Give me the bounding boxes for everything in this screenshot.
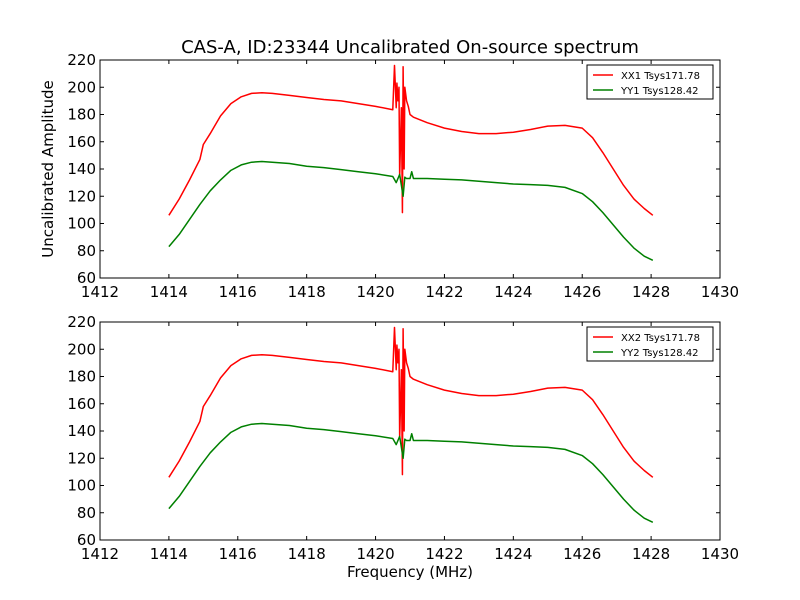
x-tick-label: 1420 — [356, 283, 394, 301]
x-tick-label: 1424 — [494, 545, 532, 563]
panels-layer: 1412 1414 1416 1418 1420 1422 1424 1426 1428 1430… — [67, 51, 739, 563]
x-tick-label: 1422 — [425, 283, 463, 301]
panel-1: 1412 1414 1416 1418 1420 1422 1424 1426 1428 1430… — [67, 51, 739, 301]
series-line-yy1 — [168, 160, 654, 261]
legend-box — [586, 64, 714, 100]
y-tick-label: 140 — [67, 422, 96, 440]
y-tick-label: 120 — [67, 449, 96, 467]
y-tick-label: 60 — [77, 531, 96, 549]
y-tick-label: 60 — [77, 269, 96, 287]
x-tick-label: 1418 — [288, 283, 326, 301]
x-tick-label: 1416 — [219, 283, 257, 301]
series-line-xx2 — [168, 326, 654, 478]
y-axis-label: Uncalibrated Amplitude — [39, 80, 57, 257]
x-tick-label: 1418 — [288, 545, 326, 563]
y-tick-label: 180 — [67, 106, 96, 124]
y-tick-label: 200 — [67, 78, 96, 96]
y-tick-label: 120 — [67, 187, 96, 205]
x-tick-label: 1416 — [219, 545, 257, 563]
legend-entry: YY1 Tsys128.42 — [620, 86, 699, 97]
y-tick-label: 160 — [67, 395, 96, 413]
y-tick-label: 160 — [67, 133, 96, 151]
x-tick-label: 1426 — [563, 545, 601, 563]
x-axis-label: Frequency (MHz) — [347, 563, 473, 581]
legend-entry: XX2 Tsys171.78 — [621, 333, 700, 344]
series-line-xx1 — [168, 64, 654, 216]
x-tick-label: 1422 — [425, 545, 463, 563]
y-tick-label: 140 — [67, 160, 96, 178]
legend-entry: YY2 Tsys128.42 — [620, 348, 699, 359]
x-tick-label: 1414 — [150, 283, 188, 301]
y-tick-label: 80 — [77, 504, 96, 522]
chart-title: CAS-A, ID:23344 Uncalibrated On-source s… — [181, 37, 639, 58]
y-tick-label: 80 — [77, 242, 96, 260]
legend: XX2 Tsys171.78 YY2 Tsys128.42 — [586, 326, 714, 362]
y-tick-label: 100 — [67, 477, 96, 495]
panel-2: 1412 1414 1416 1418 1420 1422 1424 1426 1428 1430… — [67, 313, 739, 563]
x-tick-label: 1426 — [563, 283, 601, 301]
x-tick-label: 1428 — [632, 283, 670, 301]
legend: XX1 Tsys171.78 YY1 Tsys128.42 — [586, 64, 714, 100]
y-tick-label: 180 — [67, 368, 96, 386]
legend-box — [586, 326, 714, 362]
y-tick-label: 200 — [67, 340, 96, 358]
x-tick-label: 1430 — [701, 545, 739, 563]
series-line-yy2 — [168, 422, 654, 523]
x-tick-label: 1424 — [494, 283, 532, 301]
x-tick-label: 1420 — [356, 545, 394, 563]
x-tick-label: 1412 — [81, 545, 119, 563]
x-tick-label: 1430 — [701, 283, 739, 301]
x-tick-label: 1412 — [81, 283, 119, 301]
x-tick-label: 1414 — [150, 545, 188, 563]
x-tick-label: 1428 — [632, 545, 670, 563]
y-tick-label: 100 — [67, 215, 96, 233]
y-tick-label: 220 — [67, 313, 96, 331]
y-tick-label: 220 — [67, 51, 96, 69]
legend-entry: XX1 Tsys171.78 — [621, 71, 700, 82]
